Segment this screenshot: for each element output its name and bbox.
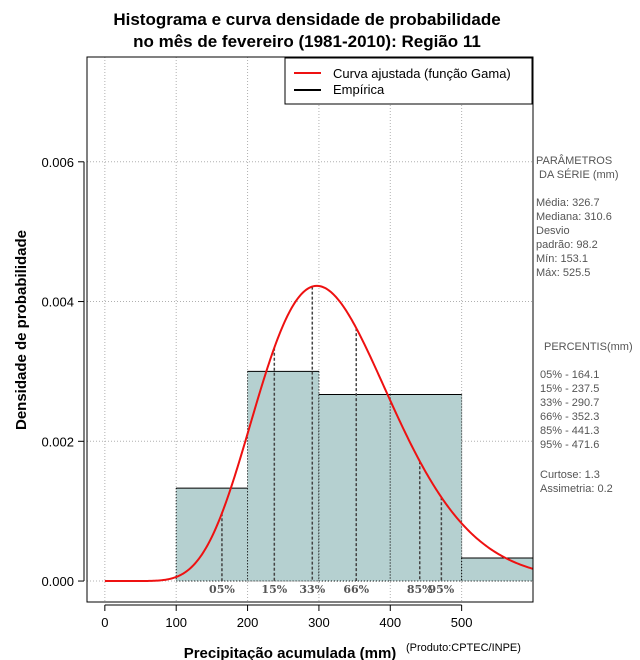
skewness-line: Assimetria: 0.2 bbox=[540, 483, 613, 495]
param-line: Máx: 525.5 bbox=[536, 267, 590, 279]
percentile-label: 05% bbox=[209, 583, 235, 596]
x-tick-label: 200 bbox=[237, 615, 259, 630]
percentile-label: 15% bbox=[261, 583, 287, 596]
axes: 0 100 200 300 400 500 0.000 0.002 0.004 0.006 bbox=[41, 155, 472, 630]
percentile-label: 85% bbox=[407, 583, 433, 596]
y-axis-title: Densidade de probabilidade bbox=[13, 230, 30, 430]
percentile-markers: 05% 15% 33% 66% 85%95% bbox=[209, 286, 455, 596]
x-tick-label: 100 bbox=[165, 615, 187, 630]
chart-title-line-2: no mês de fevereiro (1981-2010): Região … bbox=[133, 32, 481, 51]
percentile-label: 33% bbox=[299, 583, 325, 596]
percentil-line: 85% - 441.3 bbox=[540, 425, 599, 437]
legend-label-fit: Curva ajustada (função Gama) bbox=[333, 66, 511, 81]
percentile-label: 66% bbox=[343, 583, 369, 596]
gamma-density-curve bbox=[104, 284, 534, 583]
percentil-line: 05% - 164.1 bbox=[540, 369, 599, 381]
percentil-line: 33% - 290.7 bbox=[540, 397, 599, 409]
histogram-bar bbox=[318, 394, 391, 582]
y-tick-label: 0.000 bbox=[41, 574, 74, 589]
y-tick-label: 0.004 bbox=[41, 295, 74, 310]
histogram-bar bbox=[461, 557, 533, 582]
y-tick-label: 0.002 bbox=[41, 434, 74, 449]
x-axis-title: Precipitação acumulada (mm) bbox=[184, 645, 397, 660]
statistics-panel: PARÂMETROS DA SÉRIE (mm) Média: 326.7 Me… bbox=[536, 154, 633, 495]
kurtosis-line: Curtose: 1.3 bbox=[540, 469, 600, 481]
chart-title-line-1: Histograma e curva densidade de probabil… bbox=[113, 10, 500, 29]
legend-label-empirical: Empírica bbox=[333, 82, 385, 97]
percentil-line: 15% - 237.5 bbox=[540, 383, 599, 395]
param-line: Mediana: 310.6 bbox=[536, 211, 612, 223]
percentil-line: 66% - 352.3 bbox=[540, 411, 599, 423]
params-header-line-2: DA SÉRIE (mm) bbox=[536, 168, 619, 181]
x-tick-label: 300 bbox=[308, 615, 330, 630]
param-line: padrão: 98.2 bbox=[536, 239, 598, 251]
param-line: Mín: 153.1 bbox=[536, 253, 588, 265]
histogram-bars bbox=[175, 370, 534, 582]
legend: Curva ajustada (função Gama) Empírica bbox=[284, 57, 533, 105]
param-line: Desvio bbox=[536, 225, 570, 237]
plot-frame bbox=[86, 56, 534, 603]
percentis-header: PERCENTIS(mm) bbox=[544, 341, 633, 353]
product-credit: (Produto:CPTEC/INPE) bbox=[406, 642, 521, 654]
percentile-label: 95% bbox=[428, 583, 454, 596]
legend-box bbox=[284, 57, 533, 105]
x-tick-label: 0 bbox=[101, 615, 108, 630]
params-header-line-1: PARÂMETROS bbox=[536, 154, 612, 167]
y-tick-label: 0.006 bbox=[41, 155, 74, 170]
param-line: Média: 326.7 bbox=[536, 197, 600, 209]
percentil-line: 95% - 471.6 bbox=[540, 439, 599, 451]
x-tick-label: 500 bbox=[451, 615, 473, 630]
x-tick-label: 400 bbox=[379, 615, 401, 630]
histogram-bar bbox=[247, 371, 319, 582]
